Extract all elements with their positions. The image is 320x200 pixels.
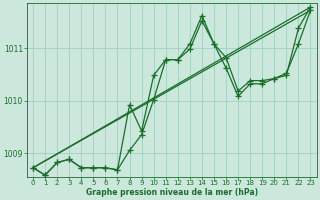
- X-axis label: Graphe pression niveau de la mer (hPa): Graphe pression niveau de la mer (hPa): [86, 188, 258, 197]
